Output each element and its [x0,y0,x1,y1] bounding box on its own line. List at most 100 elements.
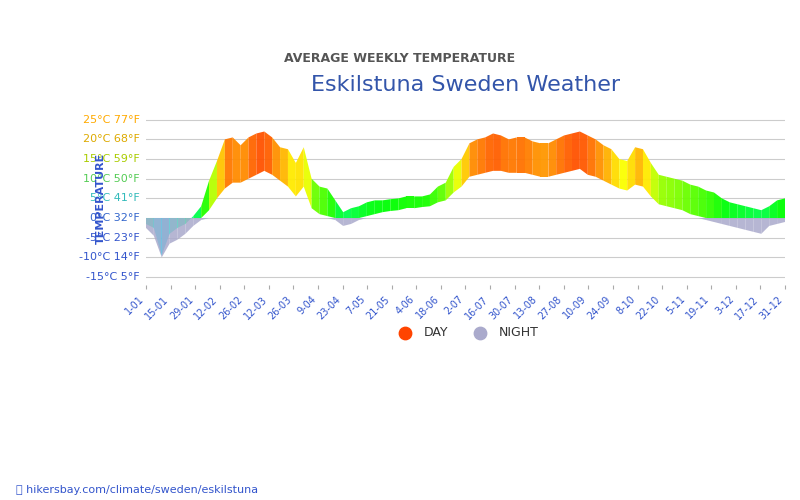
Polygon shape [343,208,351,218]
Polygon shape [746,218,754,232]
Polygon shape [722,198,730,218]
Text: 20°C 68°F: 20°C 68°F [82,134,139,144]
Title: Eskilstuna Sweden Weather: Eskilstuna Sweden Weather [311,75,620,95]
Polygon shape [217,140,225,198]
Polygon shape [296,147,304,196]
Polygon shape [454,159,462,192]
Polygon shape [517,138,525,173]
Text: -15°C 5°F: -15°C 5°F [86,272,139,282]
Polygon shape [398,196,406,210]
Polygon shape [170,218,178,244]
Polygon shape [501,136,509,173]
Polygon shape [564,134,572,173]
Polygon shape [738,218,746,230]
Polygon shape [722,218,730,226]
Polygon shape [343,218,351,226]
Polygon shape [280,147,288,186]
Polygon shape [406,196,414,208]
Polygon shape [485,134,493,173]
Text: AVERAGE WEEKLY TEMPERATURE: AVERAGE WEEKLY TEMPERATURE [285,52,515,66]
Polygon shape [493,134,501,171]
Polygon shape [154,218,162,256]
Polygon shape [777,218,785,224]
Polygon shape [541,144,548,177]
Polygon shape [186,216,194,224]
Polygon shape [209,161,217,210]
Text: 15°C 59°F: 15°C 59°F [83,154,139,164]
Polygon shape [698,218,706,220]
Polygon shape [154,218,162,258]
Polygon shape [627,147,635,190]
Polygon shape [548,140,556,177]
Polygon shape [351,218,359,224]
Polygon shape [335,218,343,226]
Polygon shape [201,218,209,220]
Polygon shape [178,218,186,228]
Polygon shape [572,132,580,171]
Polygon shape [327,188,335,218]
Polygon shape [194,206,201,218]
Polygon shape [754,218,762,234]
Polygon shape [304,147,312,208]
Polygon shape [690,184,698,216]
Polygon shape [746,206,754,218]
Polygon shape [462,144,470,186]
Text: TEMPERATURE: TEMPERATURE [96,153,106,244]
Polygon shape [533,142,541,177]
Polygon shape [509,138,517,173]
Polygon shape [264,132,272,175]
Polygon shape [351,206,359,218]
Polygon shape [335,200,343,218]
Text: -10°C 14°F: -10°C 14°F [79,252,139,262]
Polygon shape [525,138,533,175]
Polygon shape [714,218,722,224]
Polygon shape [777,198,785,218]
Polygon shape [390,198,398,211]
Polygon shape [706,190,714,218]
Polygon shape [730,218,738,228]
Polygon shape [374,200,382,214]
Polygon shape [714,192,722,218]
Polygon shape [556,136,564,175]
Polygon shape [201,180,209,218]
Polygon shape [446,167,454,200]
Polygon shape [382,199,390,212]
Polygon shape [611,149,619,188]
Polygon shape [430,186,438,206]
Polygon shape [666,177,674,208]
Polygon shape [588,136,596,177]
Polygon shape [596,140,603,180]
Polygon shape [194,218,201,226]
Polygon shape [674,178,682,210]
Polygon shape [257,132,264,175]
Polygon shape [635,147,643,186]
Polygon shape [738,204,746,218]
Polygon shape [367,200,374,216]
Polygon shape [241,138,249,182]
Legend: DAY, NIGHT: DAY, NIGHT [388,322,543,344]
Polygon shape [422,194,430,207]
Polygon shape [359,202,367,218]
Text: 25°C 77°F: 25°C 77°F [82,114,139,124]
Polygon shape [170,218,178,234]
Polygon shape [658,175,666,206]
Polygon shape [225,138,233,188]
Polygon shape [146,218,154,236]
Polygon shape [359,218,367,220]
Polygon shape [186,218,194,234]
Polygon shape [272,138,280,180]
Polygon shape [478,138,485,175]
Polygon shape [146,218,154,228]
Text: 🌐 hikersbay.com/climate/sweden/eskilstuna: 🌐 hikersbay.com/climate/sweden/eskilstun… [16,485,258,495]
Polygon shape [470,140,478,177]
Polygon shape [603,146,611,184]
Text: 10°C 50°F: 10°C 50°F [83,174,139,184]
Polygon shape [770,200,777,218]
Polygon shape [327,218,335,220]
Polygon shape [580,132,588,175]
Polygon shape [438,182,446,203]
Polygon shape [762,206,770,218]
Polygon shape [162,218,170,256]
Polygon shape [682,180,690,214]
Polygon shape [178,218,186,240]
